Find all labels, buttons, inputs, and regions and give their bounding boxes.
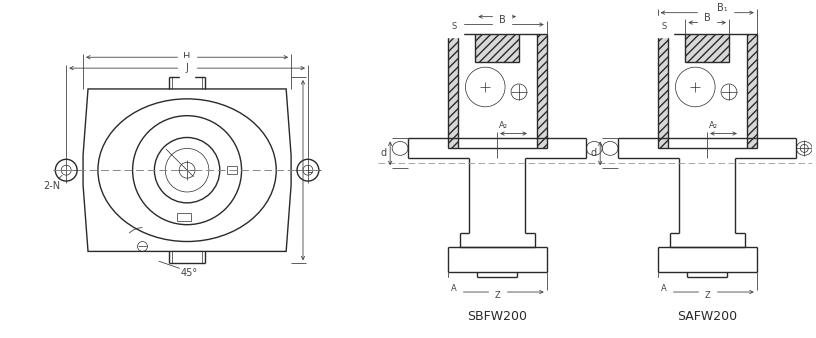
Text: Z: Z	[704, 291, 710, 300]
Text: J: J	[186, 63, 188, 73]
Text: 2-N: 2-N	[42, 181, 60, 191]
Text: B₁: B₁	[716, 3, 727, 13]
Polygon shape	[658, 34, 667, 148]
Text: d: d	[590, 148, 596, 158]
Text: SBFW200: SBFW200	[467, 310, 527, 323]
Text: L: L	[307, 165, 313, 175]
Text: SAFW200: SAFW200	[677, 310, 737, 323]
Text: d: d	[380, 148, 386, 158]
Text: A₂: A₂	[709, 121, 718, 129]
Text: S: S	[452, 22, 457, 31]
Text: Z: Z	[494, 291, 500, 300]
Text: B: B	[704, 13, 711, 23]
Polygon shape	[476, 34, 519, 62]
Text: H: H	[184, 52, 191, 62]
Text: A: A	[450, 284, 456, 293]
Text: S: S	[662, 22, 667, 31]
Polygon shape	[685, 34, 729, 62]
Text: 45°: 45°	[180, 268, 197, 278]
Polygon shape	[747, 34, 756, 148]
Text: B: B	[499, 15, 505, 25]
Polygon shape	[537, 34, 547, 148]
Text: A₂: A₂	[499, 121, 508, 129]
Text: A: A	[661, 284, 667, 293]
Polygon shape	[448, 34, 458, 148]
